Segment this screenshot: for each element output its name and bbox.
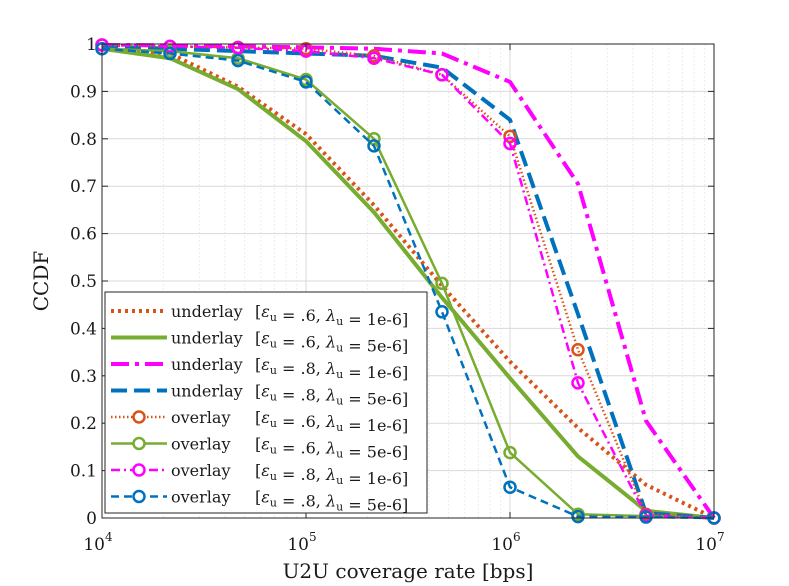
legend-entry: underlay [εu = .6, λu = 5e-6] bbox=[111, 329, 408, 356]
data-point-marker bbox=[571, 509, 585, 524]
x-tick-label: 106 bbox=[491, 530, 520, 555]
legend-kind-label: underlay bbox=[171, 329, 243, 348]
legend-params-label: [εu = .8, λu = 5e-6] bbox=[255, 382, 408, 409]
x-axis-label: U2U coverage rate [bps] bbox=[283, 559, 534, 583]
legend-entry: overlay [εu = .6, λu = 5e-6] bbox=[111, 435, 408, 462]
y-tick-label: 0.5 bbox=[70, 272, 97, 292]
y-axis-label: CCDF bbox=[29, 251, 53, 312]
series-line bbox=[101, 47, 715, 520]
legend-box bbox=[104, 291, 428, 514]
series-line bbox=[101, 43, 715, 520]
data-point-marker bbox=[503, 445, 517, 460]
legend-params-label: [εu = .8, λu = 5e-6] bbox=[255, 488, 408, 515]
data-point-marker bbox=[163, 39, 177, 54]
y-tick-label: 0.4 bbox=[70, 319, 97, 339]
legend-kind-label: overlay bbox=[171, 488, 230, 507]
legend-entry: underlay [εu = .8, λu = 1e-6] bbox=[111, 355, 408, 382]
data-point-marker bbox=[367, 139, 381, 153]
y-tick-label: 0.7 bbox=[70, 177, 97, 197]
data-point-marker bbox=[435, 276, 449, 291]
legend-kind-label: underlay bbox=[171, 355, 243, 374]
y-tick-label: 0.6 bbox=[70, 225, 97, 245]
axis-ticks: 0 0.1 0.2 0.3 0.4 0.5 0.6 0.7 0.8 0.9 1 104 105 106 10… bbox=[70, 35, 725, 555]
y-tick-label: 0.8 bbox=[70, 130, 97, 150]
legend-kind-label: overlay bbox=[171, 408, 230, 427]
y-tick-label: 0.9 bbox=[70, 82, 97, 102]
legend-entry: overlay [εu = .8, λu = 5e-6] bbox=[111, 488, 408, 515]
y-tick-label: 1 bbox=[86, 35, 97, 55]
legend-params-label: [εu = .6, λu = 1e-6] bbox=[255, 408, 408, 435]
y-tick-label: 0.2 bbox=[70, 414, 97, 434]
legend-entry: overlay [εu = .6, λu = 1e-6] bbox=[111, 408, 408, 435]
legend: underlay [εu = .6, λu = 1e-6] underlay [εu … bbox=[104, 291, 428, 515]
legend-kind-label: underlay bbox=[171, 302, 243, 321]
data-point-marker bbox=[299, 75, 313, 89]
series-underlay-eps.6-lam5e-6 bbox=[101, 46, 715, 520]
data-point-marker bbox=[435, 305, 449, 319]
series-lines bbox=[95, 38, 721, 525]
data-point-marker bbox=[571, 376, 585, 390]
series-line bbox=[101, 47, 715, 520]
legend-entry: underlay [εu = .8, λu = 5e-6] bbox=[111, 382, 408, 409]
legend-params-label: [εu = .8, λu = 1e-6] bbox=[255, 355, 408, 382]
data-point-marker bbox=[571, 342, 585, 357]
data-point-marker bbox=[231, 53, 245, 68]
x-tick-label: 104 bbox=[83, 530, 113, 555]
data-point-marker bbox=[435, 68, 449, 82]
legend-marker-sample bbox=[132, 489, 146, 504]
y-tick-label: 0 bbox=[86, 509, 97, 529]
legend-kind-label: overlay bbox=[171, 461, 230, 480]
legend-params-label: [εu = .6, λu = 5e-6] bbox=[255, 435, 408, 462]
legend-params-label: [εu = .6, λu = 5e-6] bbox=[255, 329, 408, 356]
legend-entry: underlay [εu = .6, λu = 1e-6] bbox=[111, 302, 408, 329]
legend-marker-sample bbox=[132, 436, 146, 451]
data-point-marker bbox=[503, 136, 517, 151]
data-point-marker bbox=[231, 41, 245, 55]
legend-marker-sample bbox=[132, 463, 146, 477]
data-point-marker bbox=[163, 46, 177, 61]
data-point-marker bbox=[367, 51, 381, 65]
legend-entry: overlay [εu = .8, λu = 1e-6] bbox=[111, 461, 408, 488]
y-tick-label: 0.3 bbox=[70, 367, 97, 387]
legend-params-label: [εu = .6, λu = 1e-6] bbox=[255, 302, 408, 329]
legend-kind-label: underlay bbox=[171, 382, 243, 401]
series-underlay-eps.8-lam5e-6 bbox=[101, 44, 715, 520]
legend-kind-label: overlay bbox=[171, 435, 230, 454]
series-line bbox=[101, 46, 715, 520]
x-tick-label: 105 bbox=[287, 530, 316, 555]
y-tick-label: 0.1 bbox=[70, 462, 97, 482]
legend-marker-sample bbox=[132, 410, 146, 424]
legend-params-label: [εu = .8, λu = 1e-6] bbox=[255, 461, 408, 488]
series-line bbox=[101, 46, 715, 520]
series-underlay-eps.6-lam1e-6 bbox=[101, 46, 715, 520]
x-tick-label: 107 bbox=[695, 530, 724, 555]
series-line bbox=[101, 44, 715, 520]
data-point-marker bbox=[639, 510, 653, 524]
data-point-marker bbox=[503, 480, 517, 494]
